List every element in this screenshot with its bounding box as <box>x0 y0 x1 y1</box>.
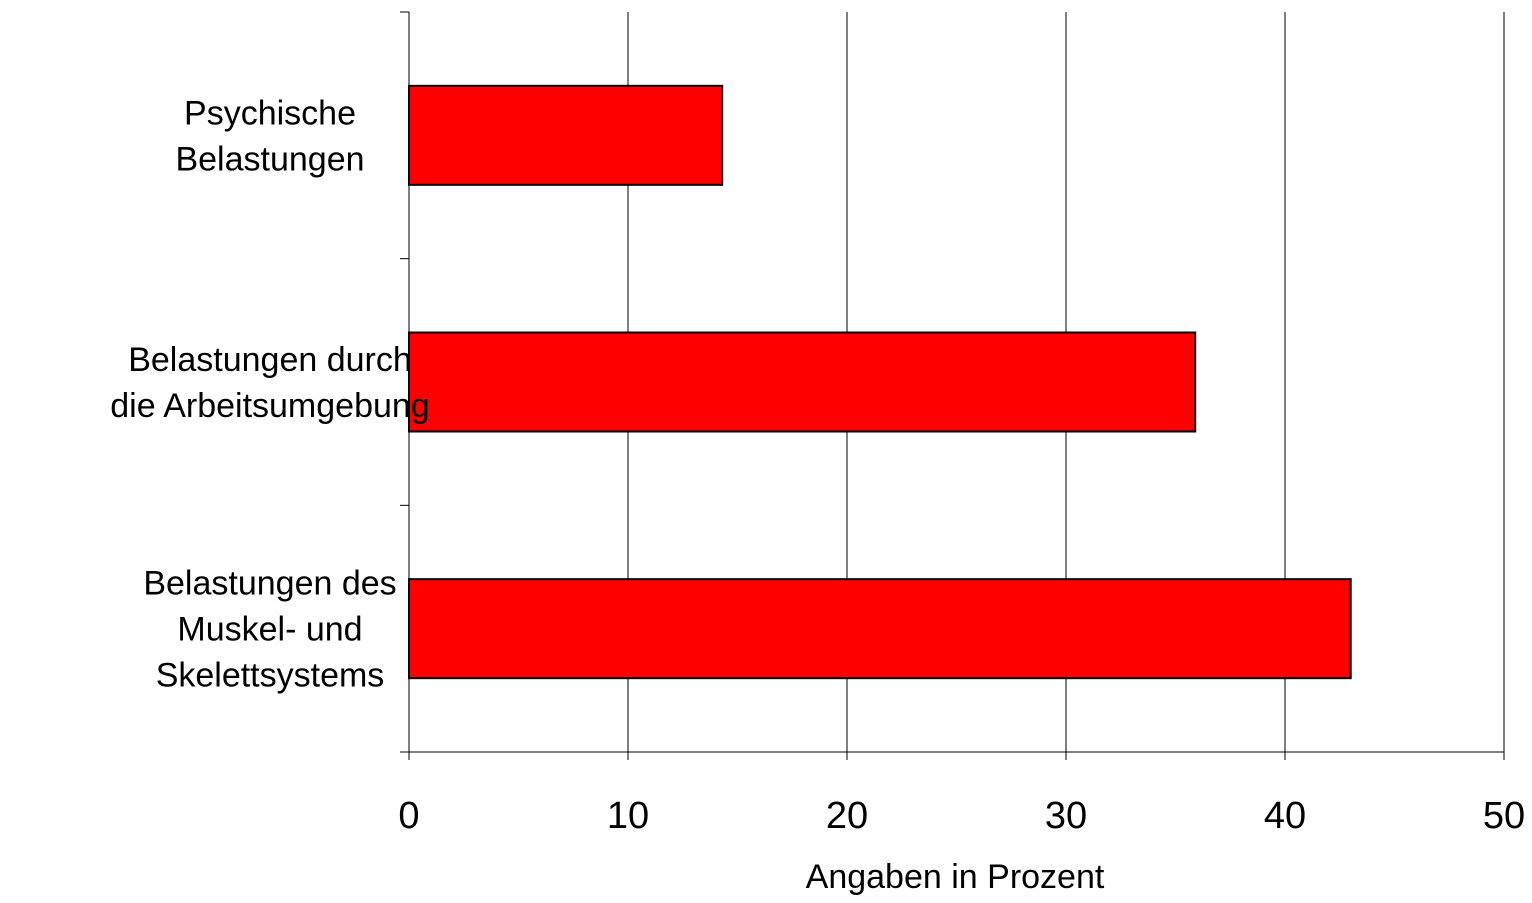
bar <box>408 331 1197 433</box>
axes <box>400 11 1505 760</box>
category-label: Belastungen des Muskel- und Skelettsystems <box>143 565 396 695</box>
x-tick-label: 20 <box>826 795 868 837</box>
category-label-line: Belastungen durch <box>128 341 412 379</box>
x-tick-label: 50 <box>1483 795 1525 837</box>
bar <box>408 578 1352 680</box>
category-label-line: die Arbeitsumgebung <box>110 387 429 425</box>
category-label-line: Skelettsystems <box>156 657 385 695</box>
category-labels: Psychische Belastungen Belastungen durch di… <box>110 94 429 694</box>
x-tick-label: 40 <box>1264 795 1306 837</box>
bar <box>408 84 724 186</box>
x-tick-label: 30 <box>1045 795 1087 837</box>
category-label-line: Muskel- und <box>177 611 362 649</box>
x-axis-title: Angaben in Prozent <box>806 858 1105 896</box>
x-tick-label: 10 <box>607 795 649 837</box>
category-label-line: Belastungen des <box>143 565 396 603</box>
category-label-line: Psychische <box>184 94 356 132</box>
x-tick-labels: 0 10 20 30 40 50 <box>398 795 1525 837</box>
category-label: Psychische Belastungen <box>175 94 364 178</box>
bars <box>408 84 1352 680</box>
x-tick-label: 0 <box>398 795 419 837</box>
category-label-line: Belastungen <box>175 140 364 178</box>
category-label: Belastungen durch die Arbeitsumgebung <box>110 341 429 425</box>
